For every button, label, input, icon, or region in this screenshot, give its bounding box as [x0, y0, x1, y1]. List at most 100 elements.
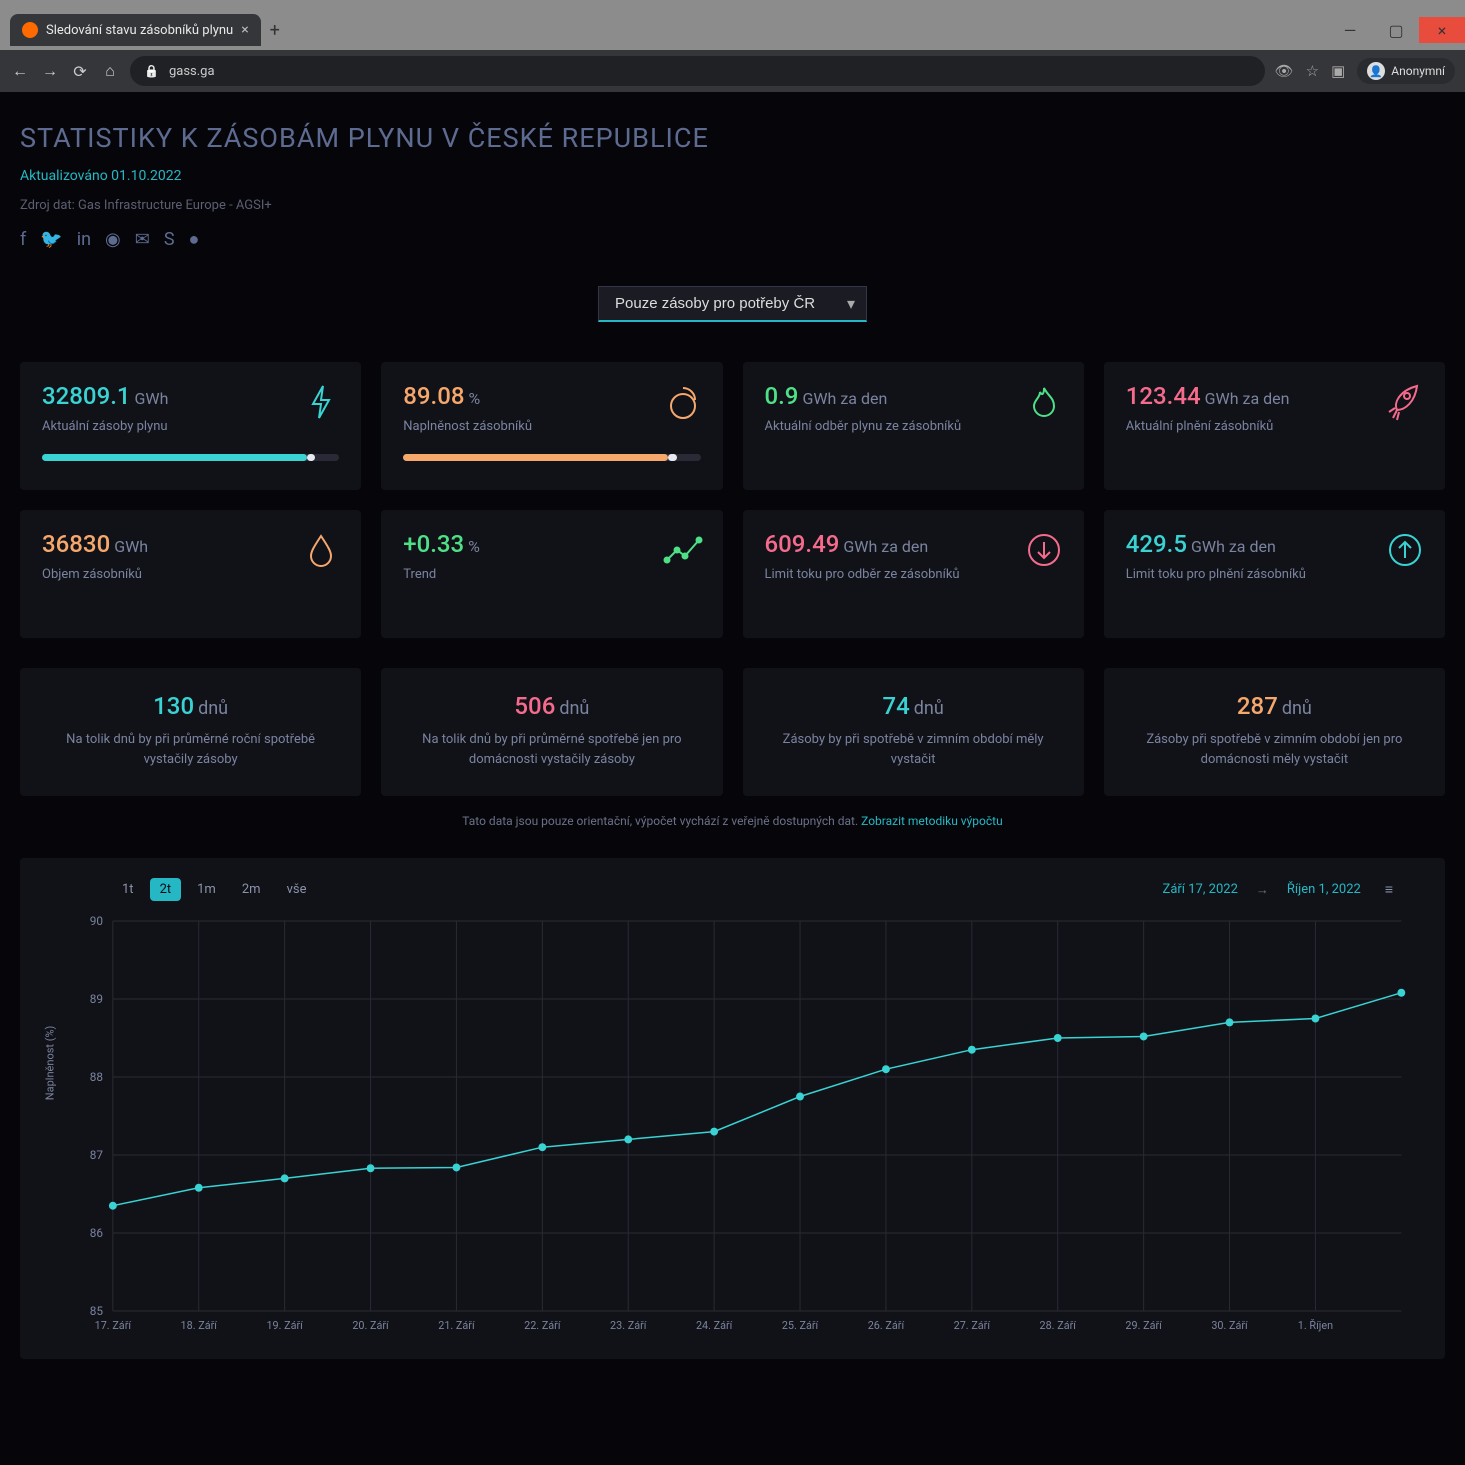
card-capacity: 36830GWh Objem zásobníků: [20, 510, 361, 638]
daycard-households: 506dnů Na tolik dnů by při průměrné spot…: [381, 668, 722, 796]
card-unit: GWh: [114, 537, 148, 556]
daycard-value: 506: [514, 692, 555, 720]
methodology-link[interactable]: Zobrazit metodiku výpočtu: [861, 814, 1003, 828]
svg-text:85: 85: [90, 1304, 104, 1318]
skype-icon[interactable]: S: [164, 229, 175, 250]
card-value: 609.49: [765, 530, 840, 558]
daycard-unit: dnů: [1282, 698, 1312, 719]
incognito-label: Anonymní: [1391, 64, 1445, 78]
svg-text:23. Září: 23. Září: [610, 1319, 648, 1332]
date-end[interactable]: Říjen 1, 2022: [1287, 882, 1361, 897]
svg-text:27. Září: 27. Září: [954, 1319, 992, 1332]
range-button-1t[interactable]: 1t: [112, 878, 144, 901]
reload-button[interactable]: ⟳: [70, 62, 90, 81]
svg-text:29. Září: 29. Září: [1125, 1319, 1163, 1332]
line-chart[interactable]: Naplněnost (%) 85868788899017. Září18. Z…: [44, 911, 1421, 1351]
reddit-icon[interactable]: ●: [189, 229, 200, 250]
date-start[interactable]: Září 17, 2022: [1163, 882, 1238, 897]
chart-ylabel: Naplněnost (%): [44, 1026, 57, 1101]
page-content: STATISTIKY K ZÁSOBÁM PLYNU V ČESKÉ REPUB…: [0, 92, 1465, 1389]
daycard-desc: Zásoby by při spotřebě v zimním období m…: [763, 730, 1064, 769]
trend-icon: [663, 530, 703, 570]
daycard-unit: dnů: [198, 698, 228, 719]
pinterest-icon[interactable]: ◉: [105, 229, 121, 250]
card-trend: +0.33% Trend: [381, 510, 722, 638]
svg-text:19. Září: 19. Září: [266, 1319, 304, 1332]
daycard-value: 287: [1237, 692, 1278, 720]
page-title: STATISTIKY K ZÁSOBÁM PLYNU V ČESKÉ REPUB…: [20, 122, 1445, 154]
card-value: 429.5: [1126, 530, 1187, 558]
twitter-icon[interactable]: 🐦: [40, 229, 62, 250]
chart-menu-button[interactable]: ≡: [1385, 881, 1393, 898]
updated-text: Aktualizováno 01.10.2022: [20, 168, 1445, 184]
card-withdraw-limit: 609.49GWh za den Limit toku pro odběr ze…: [743, 510, 1084, 638]
card-unit: GWh za den: [802, 389, 887, 408]
svg-text:90: 90: [90, 914, 104, 928]
range-button-2m[interactable]: 2m: [232, 878, 271, 901]
daycard-unit: dnů: [559, 698, 589, 719]
svg-text:86: 86: [90, 1226, 104, 1240]
card-value: +0.33: [403, 530, 464, 558]
tab-bar: Sledování stavu zásobníků plynu × + — ▢ …: [0, 10, 1465, 50]
eye-off-icon[interactable]: 👁: [1275, 62, 1294, 80]
chart-panel: 1t 2t1m 2m vše Září 17, 2022 → Říjen 1, 202…: [20, 858, 1445, 1359]
back-button[interactable]: ←: [10, 61, 30, 81]
date-arrow-icon: →: [1256, 882, 1269, 898]
drop-icon: [301, 530, 341, 570]
titlebar: [0, 0, 1465, 10]
star-icon[interactable]: ☆: [1306, 62, 1319, 80]
card-value: 0.9: [765, 382, 799, 410]
forward-button[interactable]: →: [40, 61, 60, 81]
card-label: Aktuální odběr plynu ze zásobníků: [765, 418, 1062, 436]
svg-text:22. Září: 22. Září: [524, 1319, 562, 1332]
window-controls: — ▢ ×: [1327, 17, 1465, 43]
linkedin-icon[interactable]: in: [77, 229, 91, 250]
svg-text:30. Září: 30. Září: [1211, 1319, 1249, 1332]
home-button[interactable]: ⌂: [100, 61, 120, 81]
card-current-stock: 32809.1GWh Aktuální zásoby plynu: [20, 362, 361, 490]
minimize-button[interactable]: —: [1327, 17, 1373, 43]
svg-text:21. Září: 21. Září: [438, 1319, 476, 1332]
new-tab-button[interactable]: +: [261, 16, 289, 44]
social-bar: f 🐦 in ◉ ✉ S ●: [20, 229, 1445, 250]
card-label: Limit toku pro plnění zásobníků: [1126, 566, 1423, 584]
daycard-winter-households: 287dnů Zásoby při spotřebě v zimním obdo…: [1104, 668, 1445, 796]
filter-select[interactable]: Pouze zásoby pro potřeby ČR: [598, 286, 867, 322]
svg-text:17. Září: 17. Září: [95, 1319, 133, 1332]
card-value: 32809.1: [42, 382, 131, 410]
maximize-button[interactable]: ▢: [1373, 17, 1419, 43]
window-close-button[interactable]: ×: [1419, 17, 1465, 43]
card-unit: GWh: [135, 389, 169, 408]
browser-chrome: Sledování stavu zásobníků plynu × + — ▢ …: [0, 0, 1465, 92]
range-button-vše[interactable]: vše: [277, 878, 317, 901]
bolt-icon: [301, 382, 341, 422]
panel-icon[interactable]: ▣: [1331, 62, 1345, 80]
daycard-winter: 74dnů Zásoby by při spotřebě v zimním ob…: [743, 668, 1084, 796]
card-label: Aktuální zásoby plynu: [42, 418, 339, 436]
facebook-icon[interactable]: f: [20, 229, 26, 250]
svg-text:20. Září: 20. Září: [352, 1319, 390, 1332]
browser-toolbar: ← → ⟳ ⌂ gass.ga 👁 ☆ ▣ 👤 Anonymní: [0, 50, 1465, 92]
browser-tab[interactable]: Sledování stavu zásobníků plynu ×: [10, 14, 261, 46]
card-label: Trend: [403, 566, 700, 584]
svg-text:28. Září: 28. Září: [1040, 1319, 1078, 1332]
card-value: 89.08: [403, 382, 464, 410]
address-bar[interactable]: gass.ga: [130, 56, 1265, 86]
svg-text:18. Září: 18. Září: [181, 1319, 219, 1332]
card-unit: GWh za den: [1205, 389, 1290, 408]
range-button-1m[interactable]: 1m: [187, 878, 226, 901]
daycard-value: 74: [882, 692, 909, 720]
card-unit: GWh za den: [1191, 537, 1276, 556]
tab-title: Sledování stavu zásobníků plynu: [46, 23, 233, 38]
close-icon[interactable]: ×: [241, 22, 248, 38]
source-text: Zdroj dat: Gas Infrastructure Europe - A…: [20, 198, 1445, 213]
range-button-2t[interactable]: 2t: [150, 878, 182, 901]
card-injection: 123.44GWh za den Aktuální plnění zásobní…: [1104, 362, 1445, 490]
progress-bar: [403, 454, 700, 461]
svg-text:25. Září: 25. Září: [782, 1319, 820, 1332]
pie-icon: [663, 382, 703, 422]
card-label: Naplněnost zásobníků: [403, 418, 700, 436]
mail-icon[interactable]: ✉: [135, 229, 150, 250]
daycard-value: 130: [153, 692, 194, 720]
incognito-badge[interactable]: 👤 Anonymní: [1357, 58, 1455, 84]
